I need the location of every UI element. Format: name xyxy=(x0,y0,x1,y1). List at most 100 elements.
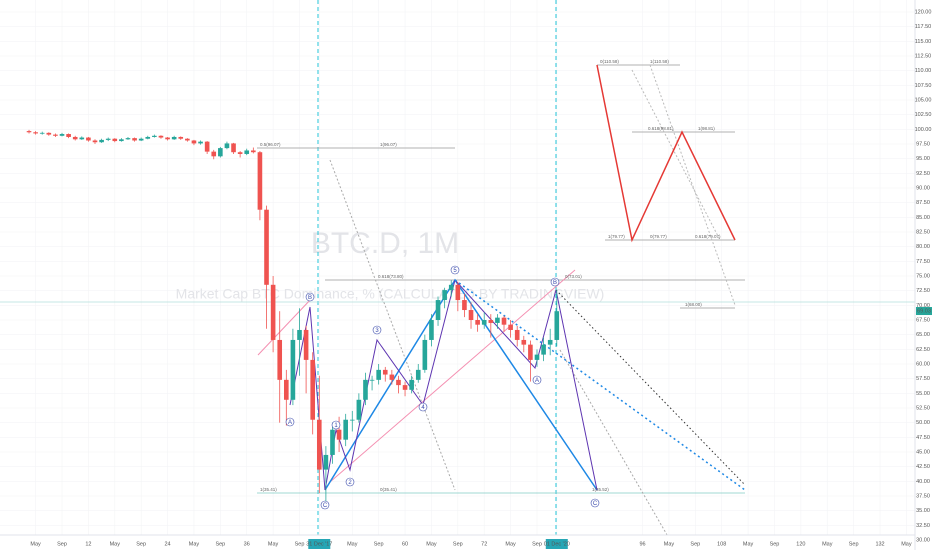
trend-line xyxy=(559,349,671,541)
y-tick-label: 57.50 xyxy=(916,376,930,382)
fib-label: 0.5(96.07) xyxy=(260,142,281,147)
candle-body xyxy=(323,454,329,470)
candle-body xyxy=(251,150,256,153)
candle-body xyxy=(33,132,38,134)
x-tick-label: 120 xyxy=(796,541,805,547)
x-tick-label: 24 xyxy=(165,541,171,547)
fib-label: 0(35.41) xyxy=(380,487,397,492)
candle-body xyxy=(475,320,480,325)
x-tick-label: Sep xyxy=(374,541,384,547)
y-tick-label: 102.50 xyxy=(915,112,932,118)
y-tick-label: 90.00 xyxy=(916,185,930,191)
pattern-label: A xyxy=(535,378,539,384)
candle-body xyxy=(53,134,58,136)
candle-body xyxy=(316,419,322,470)
projection-line xyxy=(555,289,746,486)
x-tick-label: May xyxy=(505,541,516,547)
y-tick-label: 70.00 xyxy=(916,303,930,309)
x-tick-label: Sep xyxy=(295,541,305,547)
x-tick-label: 96 xyxy=(639,541,645,547)
pattern-point xyxy=(550,277,560,287)
candle-body xyxy=(59,134,65,136)
fib-label: 1(110.58) xyxy=(650,59,669,64)
pattern-point xyxy=(450,265,460,275)
candle-body xyxy=(541,344,546,355)
candle-body xyxy=(119,139,124,142)
fib-label: 0(79.77) xyxy=(650,234,667,239)
candle-body xyxy=(455,284,461,301)
candle-body xyxy=(138,138,144,141)
x-tick-label: May xyxy=(743,541,754,547)
x-tick-label: 31 Dec '17 xyxy=(306,541,332,547)
candle-body xyxy=(310,359,316,420)
x-tick-label: 01 Dec '20 xyxy=(544,541,570,547)
pattern-point xyxy=(331,420,341,430)
candle-body xyxy=(46,132,52,135)
candle-body xyxy=(132,138,137,141)
candle-body xyxy=(99,139,104,143)
y-tick-label: 60.00 xyxy=(916,361,930,367)
example-pattern xyxy=(596,64,736,243)
pattern-label: 3 xyxy=(375,328,379,334)
candle-body xyxy=(204,141,210,152)
y-tick-label: 120.00 xyxy=(915,9,932,15)
x-tick-label: 12 xyxy=(85,541,91,547)
candle-body xyxy=(86,137,91,141)
y-tick-label: 80.00 xyxy=(916,244,930,250)
x-tick-label: May xyxy=(426,541,437,547)
candle-body xyxy=(112,138,118,142)
y-tick-label: 37.50 xyxy=(916,493,930,499)
candle-body xyxy=(290,339,296,400)
fib-label: 1(79.77) xyxy=(608,234,625,239)
candle-body xyxy=(534,354,540,360)
y-tick-label: 62.50 xyxy=(916,347,930,353)
fib-label: 0.618(98.81) xyxy=(648,126,674,131)
candle-body xyxy=(528,344,533,360)
candle-body xyxy=(415,369,421,380)
y-tick-label: 97.50 xyxy=(916,141,930,147)
axes: 30.00 32.50 35.00 37.50 40.00 42.50 45.00 47.50… xyxy=(30,9,932,549)
candle-body xyxy=(468,310,474,320)
x-tick-label: Sep xyxy=(690,541,700,547)
y-tick-label: 112.50 xyxy=(915,53,931,59)
candle-body xyxy=(79,137,85,140)
candle-body xyxy=(72,136,78,140)
candle-body xyxy=(547,339,553,345)
candle-body xyxy=(369,379,375,381)
candle-body xyxy=(211,151,217,157)
fib-label: 0(110.58) xyxy=(600,59,619,64)
y-tick-label: 52.50 xyxy=(916,405,930,411)
x-tick-label: May xyxy=(110,541,121,547)
watermark-title: BTC.D, 1M xyxy=(311,227,459,260)
y-tick-label: 115.00 xyxy=(915,39,931,45)
candle-body xyxy=(218,148,223,157)
pattern-label: C xyxy=(593,501,598,507)
candle-body xyxy=(402,385,408,390)
y-tick-label: 42.50 xyxy=(916,464,930,470)
candle-body xyxy=(363,379,368,400)
y-tick-label: 105.00 xyxy=(915,97,932,103)
y-tick-label: 65.00 xyxy=(916,332,930,338)
candle-body xyxy=(429,320,434,340)
candle-body xyxy=(554,311,560,340)
y-tick-label: 67.50 xyxy=(916,317,930,323)
candle-body xyxy=(330,429,335,455)
y-tick-label: 100.00 xyxy=(915,127,932,133)
candle-body xyxy=(158,135,164,138)
candle-body xyxy=(514,329,520,340)
fib-label: 1(98.81) xyxy=(698,126,715,131)
wave-line xyxy=(454,279,598,491)
fib-label: 1(96.07) xyxy=(380,142,397,147)
candle-body xyxy=(297,329,302,340)
candle-body xyxy=(501,317,507,325)
pattern-label: C xyxy=(323,503,328,509)
x-tick-label: Sep xyxy=(453,541,463,547)
candle-body xyxy=(462,300,467,311)
x-tick-label: May xyxy=(822,541,833,547)
y-tick-label: 77.50 xyxy=(916,259,930,265)
candle-body xyxy=(277,339,283,380)
x-tick-label: Sep xyxy=(136,541,146,547)
pattern-label: 2 xyxy=(348,480,352,486)
y-tick-label: 35.00 xyxy=(916,508,930,514)
